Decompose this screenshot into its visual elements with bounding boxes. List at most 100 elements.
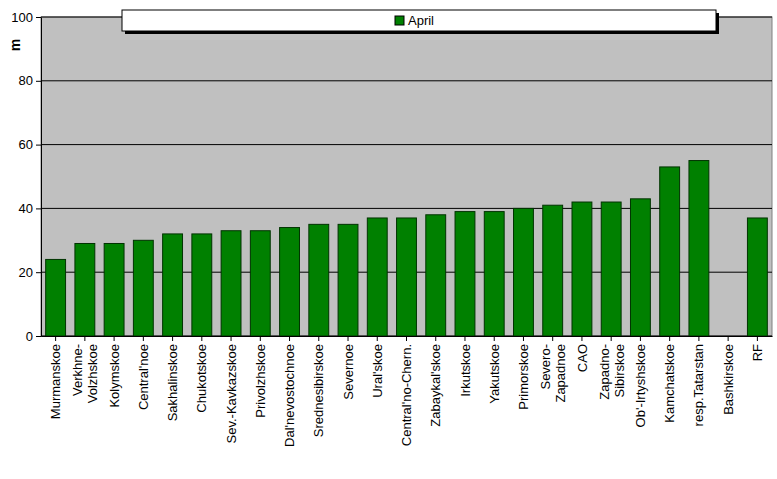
x-tick: Verkhne-Volzhskoe (70, 336, 100, 403)
x-tick-mark (552, 336, 553, 341)
bar (572, 202, 592, 336)
x-tick-label: Severo-Zapadnoe (538, 344, 568, 403)
x-tick: Sev.-Kavkazskoe (224, 336, 239, 443)
x-tick: Ob'-Irtyshskoe (633, 336, 648, 427)
y-axis-title: m (7, 39, 23, 51)
x-tick-label: Sev.-Kavkazskoe (224, 344, 239, 443)
bar (46, 259, 66, 336)
x-tick-mark (84, 336, 85, 341)
x-tick-label: Primorskoe (516, 344, 531, 410)
x-tick-label-line: Primorskoe (516, 344, 531, 410)
bars (46, 161, 768, 336)
x-tick-label-line: Bashkirskoe (721, 344, 736, 415)
x-tick-label: Severnoe (341, 344, 356, 400)
x-tick: Severo-Zapadnoe (538, 336, 568, 403)
x-tick: Murmanskoe (48, 336, 63, 419)
x-tick-label-line: CAO (574, 344, 589, 372)
x-tick-label: resp.Tatarstan (691, 344, 706, 426)
x-tick: Yakutskoe (487, 336, 502, 404)
bar (133, 240, 153, 336)
x-tick-label: CAO (574, 344, 589, 372)
y-tick-mark (36, 145, 41, 146)
x-tick-label: Kolymskoe (107, 344, 122, 408)
grid-line (41, 80, 772, 81)
x-tick-mark (611, 336, 612, 341)
x-tick-label: Zabaykal'skoe (428, 344, 443, 427)
bar (630, 199, 650, 336)
x-tick-mark (523, 336, 524, 341)
plot: 020406080100MurmanskoeVerkhne-VolzhskoeK… (11, 10, 772, 447)
x-tick: Bashkirskoe (721, 336, 736, 415)
y-tick: 80 (19, 73, 41, 88)
x-tick-label-line: resp.Tatarstan (691, 344, 706, 426)
plot-background (41, 17, 772, 336)
y-tick: 0 (26, 329, 41, 344)
y-tick: 20 (19, 265, 41, 280)
x-tick-mark (757, 336, 758, 341)
y-tick-mark (36, 17, 41, 18)
x-tick-label-line: Srednesibirskoe (311, 344, 326, 437)
x-tick: Kolymskoe (107, 336, 122, 408)
bar (338, 224, 358, 336)
bar (280, 228, 300, 336)
x-tick-mark (55, 336, 56, 341)
bar (192, 234, 212, 336)
bar (104, 243, 124, 336)
y-tick-mark (36, 208, 41, 209)
x-tick-label-line: Zapadno- (597, 344, 612, 400)
bar (163, 234, 183, 336)
x-tick-label: Zapadno-Sibirskoe (597, 344, 627, 400)
y-tick-label: 60 (19, 137, 33, 152)
x-tick-label: Kamchatskoe (662, 344, 677, 423)
y-tick: 100 (11, 10, 41, 25)
x-tick-mark (464, 336, 465, 341)
x-tick-label-line: Sev.-Kavkazskoe (224, 344, 239, 443)
x-tick: Primorskoe (516, 336, 531, 410)
x-tick: Dal'nevostochnoe (282, 336, 297, 447)
x-tick-label: Sakhalinskoe (165, 344, 180, 421)
x-tick-mark (581, 336, 582, 341)
x-tick-label-line: Dal'nevostochnoe (282, 344, 297, 447)
x-tick-mark (435, 336, 436, 341)
x-tick: Kamchatskoe (662, 336, 677, 423)
legend-swatch (395, 16, 404, 25)
y-tick-label: 100 (11, 10, 33, 25)
chart: 020406080100MurmanskoeVerkhne-VolzhskoeK… (0, 0, 777, 479)
bar (309, 224, 329, 336)
x-tick-label: Privolzhskoe (253, 344, 268, 418)
y-tick: 60 (19, 137, 41, 152)
x-tick-label-line: Murmanskoe (48, 344, 63, 419)
legend-box (122, 10, 716, 31)
y-tick-label: 20 (19, 265, 33, 280)
bar (514, 208, 534, 336)
bar (601, 202, 621, 336)
x-tick-label-line: Chukotskoe (194, 344, 209, 413)
x-tick: Severnoe (341, 336, 356, 400)
y-tick-mark (36, 336, 41, 337)
x-tick-label: Srednesibirskoe (311, 344, 326, 437)
y-tick: 40 (19, 201, 41, 216)
bar (250, 231, 270, 336)
grid (41, 17, 772, 336)
x-tick-label-line: Volzhskoe (85, 344, 100, 403)
x-tick-mark (377, 336, 378, 341)
x-tick: Irkutskoe (458, 336, 473, 397)
x-tick-mark (494, 336, 495, 341)
x-tick-label: Bashkirskoe (721, 344, 736, 415)
x-tick-label: Dal'nevostochnoe (282, 344, 297, 447)
x-tick-mark (201, 336, 202, 341)
x-tick-label-line: Ural'skoe (370, 344, 385, 398)
bar (367, 218, 387, 336)
x-tick-label-line: Sakhalinskoe (165, 344, 180, 421)
x-tick: Zapadno-Sibirskoe (597, 336, 627, 400)
x-tick-label: Ural'skoe (370, 344, 385, 398)
x-tick-mark (698, 336, 699, 341)
x-tick-mark (143, 336, 144, 341)
x-tick: CAO (574, 336, 589, 372)
x-tick-label-line: Kolymskoe (107, 344, 122, 408)
x-tick-mark (669, 336, 670, 341)
x-tick-mark (260, 336, 261, 341)
x-tick-label: Verkhne-Volzhskoe (70, 344, 100, 403)
x-tick-label-line: Irkutskoe (458, 344, 473, 397)
x-tick: Zabaykal'skoe (428, 336, 443, 427)
